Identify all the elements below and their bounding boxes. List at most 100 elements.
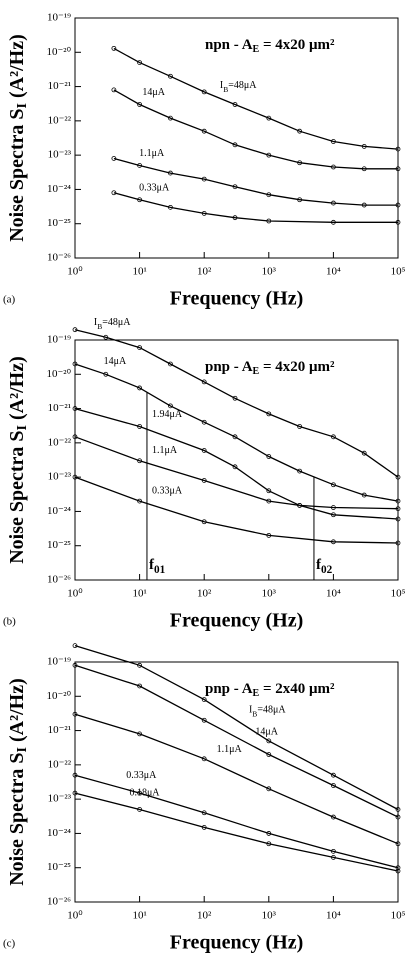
annotation-part: E xyxy=(253,366,260,377)
x-axis-label: Frequency (Hz) xyxy=(170,932,304,954)
data-point xyxy=(137,790,143,796)
data-point xyxy=(137,458,143,464)
annotation-part: npn - A xyxy=(205,37,253,53)
data-point xyxy=(137,683,143,689)
data-point xyxy=(201,756,207,762)
data-point xyxy=(111,45,117,51)
data-point xyxy=(103,371,109,377)
x-tick-label: 10⁵ xyxy=(391,588,406,600)
y-tick-label: 10⁻²³ xyxy=(48,471,72,483)
x-tick-label: 10⁵ xyxy=(391,266,406,278)
y-axis-label-part: (A²/Hz) xyxy=(6,34,28,103)
data-point xyxy=(168,204,173,210)
data-point xyxy=(201,824,207,830)
data-point xyxy=(232,102,238,107)
text-part: I xyxy=(249,705,252,716)
x-axis-label: Frequency (Hz) xyxy=(170,610,304,632)
data-point xyxy=(395,841,401,847)
data-point xyxy=(266,752,272,757)
x-tick-label: 10⁰ xyxy=(67,910,83,922)
data-point xyxy=(201,519,207,525)
data-point xyxy=(330,848,336,854)
data-point xyxy=(137,731,143,737)
series-label: 1.1μA xyxy=(139,148,165,159)
text-part: f xyxy=(316,557,322,573)
x-tick-label: 10³ xyxy=(262,588,277,600)
corner-frequency-label: f02 xyxy=(316,557,333,575)
data-point xyxy=(232,142,238,148)
data-point xyxy=(330,854,336,860)
data-point xyxy=(232,434,238,440)
data-point xyxy=(137,424,143,429)
data-point xyxy=(201,419,207,425)
data-point xyxy=(168,170,173,176)
x-tick-label: 10² xyxy=(197,910,212,922)
panel-label: (b) xyxy=(3,616,16,628)
series-label: IB=48μA xyxy=(220,80,257,93)
data-point xyxy=(330,164,336,170)
fit-curve xyxy=(74,436,399,510)
data-point xyxy=(330,814,336,820)
data-point xyxy=(297,468,303,474)
data-point xyxy=(72,643,78,649)
x-tick-label: 10² xyxy=(197,588,212,600)
annotation-part: = 4x20 μm² xyxy=(259,37,335,53)
data-point xyxy=(361,450,367,456)
data-point xyxy=(361,166,367,172)
fit-curve xyxy=(74,644,399,811)
data-point xyxy=(201,128,207,134)
fit-curve xyxy=(74,664,399,818)
data-point xyxy=(72,474,78,480)
data-point xyxy=(361,492,367,498)
subscript: B xyxy=(97,322,102,331)
y-tick-label: 10⁻¹⁹ xyxy=(47,12,71,24)
y-tick-label: 10⁻²⁰ xyxy=(46,46,71,58)
series-label: 1.1μA xyxy=(217,744,243,755)
subscript: B xyxy=(223,85,228,94)
y-tick-label: 10⁻²⁰ xyxy=(46,690,71,702)
data-point xyxy=(266,115,272,121)
data-point xyxy=(201,210,207,216)
data-point xyxy=(395,202,401,208)
annotation: pnp - AE = 2x40 μm² xyxy=(205,681,335,699)
y-tick-label: 10⁻²² xyxy=(48,114,72,126)
data-point xyxy=(330,539,336,545)
y-tick-label: 10⁻²⁵ xyxy=(47,861,71,873)
fit-curve xyxy=(113,157,398,206)
data-point xyxy=(330,482,336,488)
fit-curve xyxy=(74,476,399,544)
x-tick-label: 10⁴ xyxy=(326,266,341,278)
data-point xyxy=(168,73,173,79)
series-label: 1.1μA xyxy=(152,445,178,456)
data-point xyxy=(395,540,401,546)
data-point xyxy=(395,146,401,152)
data-point xyxy=(395,865,401,871)
panel: 10⁰ 10¹ 10² 10³ 10⁴ 10⁵ 10⁻²⁶ 10⁻²⁵ 10⁻²⁴ 10⁻²³ 10… xyxy=(3,12,406,310)
data-point xyxy=(266,738,272,744)
data-point xyxy=(330,434,336,440)
panel-label: (c) xyxy=(3,938,16,950)
y-tick-label: 10⁻²⁴ xyxy=(47,183,71,195)
data-point xyxy=(266,488,272,494)
plot-frame xyxy=(74,661,399,903)
data-point xyxy=(330,783,336,788)
subscript: B xyxy=(252,709,257,718)
data-point xyxy=(232,464,238,470)
y-axis-label-part: (A²/Hz) xyxy=(6,678,28,747)
series-label: 0.33μA xyxy=(152,485,183,496)
panel: 10⁰ 10¹ 10² 10³ 10⁴ 10⁵ 10⁻²⁶ 10⁻²⁵ 10⁻²⁴ 10⁻²³ 10… xyxy=(3,643,406,954)
series-label: 14μA xyxy=(104,356,127,367)
data-point xyxy=(168,361,173,367)
annotation-part: pnp - A xyxy=(205,681,253,697)
data-point xyxy=(137,498,143,504)
data-point xyxy=(297,160,303,166)
corner-frequency-label: f01 xyxy=(149,557,166,575)
y-tick-label: 10⁻²⁰ xyxy=(46,368,71,380)
data-point xyxy=(266,831,272,836)
data-point xyxy=(232,395,238,401)
data-point xyxy=(201,717,207,723)
data-point xyxy=(168,403,173,409)
data-point xyxy=(168,115,173,121)
data-point xyxy=(201,448,207,453)
